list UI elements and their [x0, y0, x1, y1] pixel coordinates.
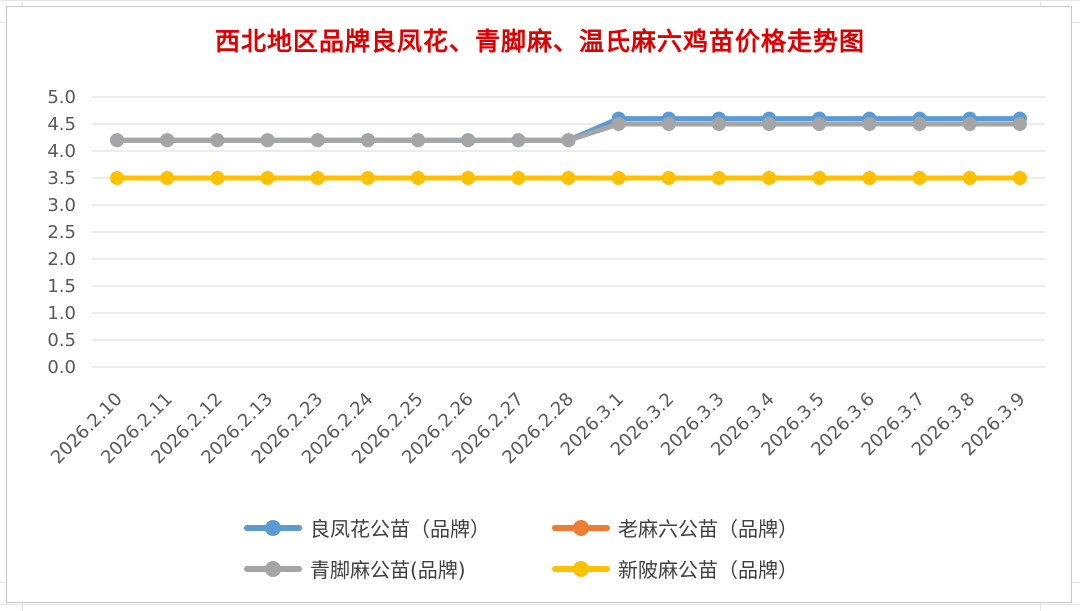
data-point — [962, 171, 977, 185]
y-tick-label: 2.0 — [47, 249, 76, 270]
legend-swatch — [552, 559, 610, 579]
data-point — [260, 133, 275, 148]
data-point — [561, 171, 576, 185]
data-point — [260, 171, 275, 185]
chart-area[interactable] — [6, 6, 1072, 603]
data-point — [661, 171, 676, 185]
data-point — [160, 171, 175, 185]
y-tick-label: 3.5 — [47, 168, 76, 189]
data-point — [310, 133, 325, 148]
data-point — [912, 171, 927, 185]
data-point — [461, 133, 476, 148]
y-tick-label: 0.0 — [47, 357, 76, 378]
legend-item-xinpima[interactable]: 新陂麻公苗（品牌） — [552, 554, 798, 583]
data-point — [762, 117, 777, 131]
y-tick-label: 0.5 — [47, 330, 76, 351]
data-point — [962, 117, 977, 131]
data-point — [611, 117, 626, 131]
legend-label: 青脚麻公苗(品牌) — [310, 558, 466, 582]
y-tick-label: 4.0 — [47, 141, 76, 162]
data-point — [561, 133, 576, 148]
data-point — [461, 171, 476, 185]
data-point — [411, 171, 426, 185]
legend-item-qingjiaoma[interactable]: 青脚麻公苗(品牌) — [244, 554, 466, 583]
data-point — [711, 171, 726, 185]
y-tick-label: 3.0 — [47, 195, 76, 216]
legend-label: 新陂麻公苗（品牌） — [618, 558, 798, 582]
data-point — [511, 171, 526, 185]
y-tick-label: 5.0 — [47, 87, 76, 108]
data-point — [110, 171, 125, 185]
chart-title: 西北地区品牌良凤花、青脚麻、温氏麻六鸡苗价格走势图 — [214, 27, 865, 56]
legend-swatch — [244, 559, 302, 579]
data-point — [661, 117, 676, 131]
legend-item-liangfenghua[interactable]: 良凤花公苗（品牌） — [244, 513, 490, 542]
legend-item-laomaliu[interactable]: 老麻六公苗（品牌） — [552, 513, 798, 542]
data-point — [812, 171, 827, 185]
data-point — [411, 133, 426, 148]
data-point — [611, 171, 626, 185]
data-point — [511, 133, 526, 148]
data-point — [862, 171, 877, 185]
data-point — [110, 133, 125, 148]
y-tick-label: 2.5 — [47, 222, 76, 243]
legend-swatch — [244, 518, 302, 538]
y-tick-label: 1.5 — [47, 276, 76, 297]
data-point — [310, 171, 325, 185]
data-point — [1012, 171, 1027, 185]
legend-label: 良凤花公苗（品牌） — [310, 517, 490, 541]
data-point — [862, 117, 877, 131]
data-point — [1012, 117, 1027, 131]
y-tick-label: 4.5 — [47, 114, 76, 135]
y-tick-label: 1.0 — [47, 303, 76, 324]
data-point — [912, 117, 927, 131]
data-point — [210, 133, 225, 148]
data-point — [812, 117, 827, 131]
data-point — [711, 117, 726, 131]
data-point — [762, 171, 777, 185]
data-point — [360, 171, 375, 185]
data-point — [360, 133, 375, 148]
legend-label: 老麻六公苗（品牌） — [618, 517, 798, 541]
data-point — [160, 133, 175, 148]
legend-swatch — [552, 518, 610, 538]
data-point — [210, 171, 225, 185]
